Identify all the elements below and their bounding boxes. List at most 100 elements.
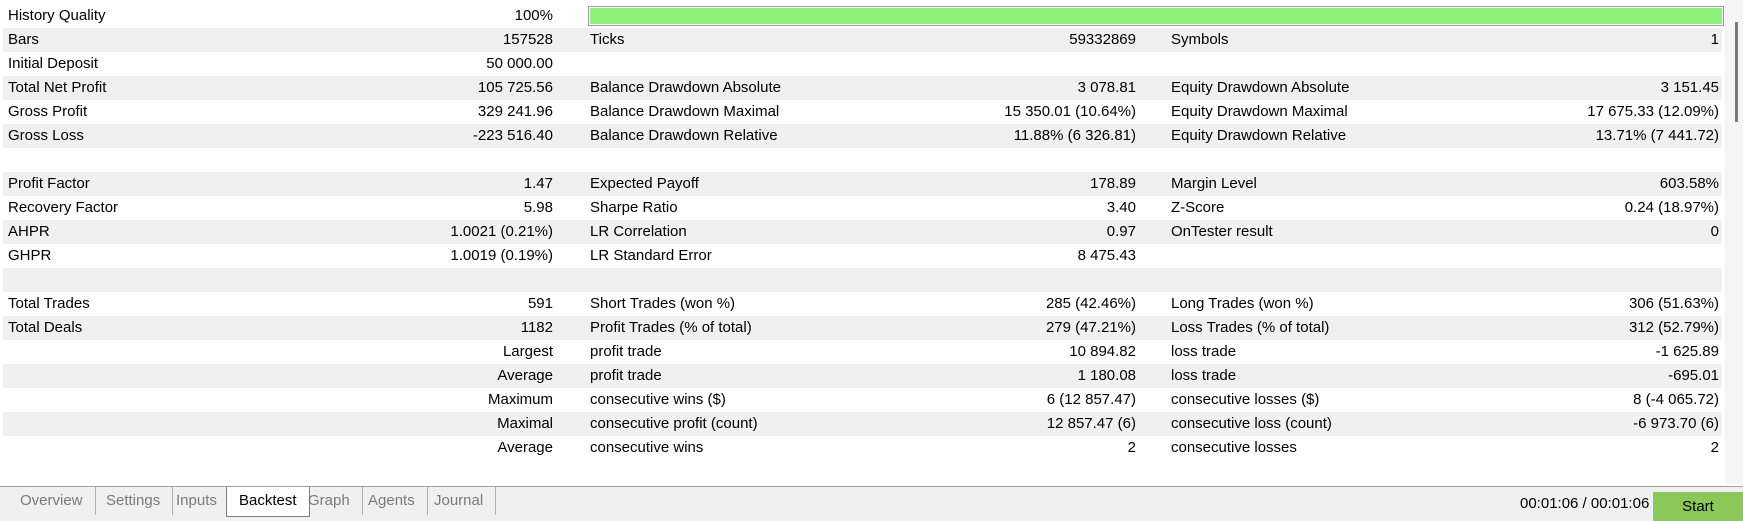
history-quality-bar — [588, 6, 1724, 26]
value: 6 (12 857.47) — [1046, 391, 1136, 408]
report-row: Total Trades 591 Short Trades (won %) 285 (… — [3, 292, 1722, 316]
tab[interactable]: Settings — [94, 487, 174, 515]
report-row: Largest profit trade 10 894.82 loss trade -1… — [3, 340, 1722, 364]
report-row: AHPR 1.0021 (0.21%) LR Correlation 0.97 OnTe… — [3, 220, 1722, 244]
value: 3 151.45 — [1660, 79, 1719, 96]
report-row — [3, 148, 1722, 172]
label: Balance Drawdown Relative — [590, 127, 778, 144]
value: 1 — [1710, 31, 1719, 48]
tab[interactable]: Backtest — [226, 487, 310, 517]
value: 1 180.08 — [1077, 367, 1136, 384]
label: consecutive losses — [1171, 439, 1297, 456]
value: 279 (47.21%) — [1045, 319, 1136, 336]
label: Initial Deposit — [8, 55, 99, 72]
label: Total Deals — [8, 319, 83, 336]
value: 100% — [514, 7, 553, 24]
value: 59332869 — [1069, 31, 1136, 48]
value: 2 — [1127, 439, 1136, 456]
value: 0.24 (18.97%) — [1624, 199, 1719, 216]
label: Gross Profit — [8, 103, 88, 120]
label: Ticks — [590, 31, 625, 48]
elapsed-time: 00:01:06 / 00:01:06 — [1520, 495, 1650, 512]
value: 3.40 — [1106, 199, 1136, 216]
report-row: History Quality 100% — [3, 4, 1722, 28]
report-row: Maximal consecutive profit (count) 12 857.… — [3, 412, 1722, 436]
value: 1.0021 (0.21%) — [450, 223, 553, 240]
label: History Quality — [8, 7, 106, 24]
scrollbar[interactable] — [1725, 0, 1743, 485]
tab[interactable]: Journal — [422, 487, 497, 515]
report-row: Gross Loss -223 516.40 Balance Drawdown Re… — [3, 124, 1722, 148]
report-row: Maximum consecutive wins ($) 6 (12 857.47)… — [3, 388, 1722, 412]
label: OnTester result — [1171, 223, 1273, 240]
tab[interactable]: Agents — [356, 487, 428, 515]
label: consecutive loss (count) — [1171, 415, 1332, 432]
label: LR Correlation — [590, 223, 687, 240]
value: -6 973.70 (6) — [1633, 415, 1719, 432]
report-row: Gross Profit 329 241.96 Balance Drawdown M… — [3, 100, 1722, 124]
value: -223 516.40 — [472, 127, 553, 144]
value: 1.0019 (0.19%) — [450, 247, 553, 264]
tab-bar: 00:01:06 / 00:01:06 Start Overview Settin… — [0, 486, 1743, 521]
value: 157528 — [502, 31, 553, 48]
label: consecutive losses ($) — [1171, 391, 1320, 408]
value: 312 (52.79%) — [1628, 319, 1719, 336]
value: 0.97 — [1106, 223, 1136, 240]
value: 8 475.43 — [1077, 247, 1136, 264]
label: profit trade — [590, 367, 662, 384]
label: consecutive wins ($) — [590, 391, 726, 408]
label: Balance Drawdown Absolute — [590, 79, 781, 96]
value: Largest — [502, 343, 553, 360]
value: 329 241.96 — [477, 103, 553, 120]
tab[interactable]: Graph — [296, 487, 363, 515]
report-row: Recovery Factor 5.98 Sharpe Ratio 3.40 Z-Sco… — [3, 196, 1722, 220]
label: LR Standard Error — [590, 247, 712, 264]
value: -695.01 — [1668, 367, 1719, 384]
value: 12 857.47 (6) — [1046, 415, 1136, 432]
label: consecutive profit (count) — [590, 415, 758, 432]
label: Profit Trades (% of total) — [590, 319, 752, 336]
label: Z-Score — [1171, 199, 1225, 216]
value: 1182 — [520, 319, 553, 336]
tab[interactable]: Inputs — [164, 487, 230, 515]
label: Balance Drawdown Maximal — [590, 103, 780, 120]
label: Symbols — [1171, 31, 1229, 48]
value: 1.47 — [523, 175, 553, 192]
report-row: GHPR 1.0019 (0.19%) LR Standard Error 8 475… — [3, 244, 1722, 268]
value: 285 (42.46%) — [1045, 295, 1136, 312]
value: 105 725.56 — [477, 79, 553, 96]
value: Average — [497, 367, 553, 384]
label: Total Net Profit — [8, 79, 107, 96]
value: 17 675.33 (12.09%) — [1587, 103, 1719, 120]
value: 8 (-4 065.72) — [1633, 391, 1719, 408]
report-row — [3, 268, 1722, 292]
value: 11.88% (6 326.81) — [1013, 127, 1136, 144]
label: GHPR — [8, 247, 52, 264]
label: loss trade — [1171, 343, 1237, 360]
report-row: Average consecutive wins 2 consecutive loss… — [3, 436, 1722, 460]
report-row: Initial Deposit 50 000.00 — [3, 52, 1722, 76]
value: 50 000.00 — [486, 55, 553, 72]
value: 2 — [1710, 439, 1719, 456]
value: 603.58% — [1659, 175, 1719, 192]
label: Profit Factor — [8, 175, 90, 192]
value: 591 — [527, 295, 553, 312]
value: 5.98 — [523, 199, 553, 216]
label: consecutive wins — [590, 439, 704, 456]
report-row: Total Deals 1182 Profit Trades (% of total… — [3, 316, 1722, 340]
label: AHPR — [8, 223, 50, 240]
report-row: Total Net Profit 105 725.56 Balance Drawdo… — [3, 76, 1722, 100]
label: Equity Drawdown Absolute — [1171, 79, 1350, 96]
label: Short Trades (won %) — [590, 295, 736, 312]
tab[interactable]: Overview — [8, 487, 96, 515]
label: profit trade — [590, 343, 662, 360]
start-button[interactable]: Start — [1653, 492, 1743, 521]
value: 3 078.81 — [1077, 79, 1136, 96]
label: Loss Trades (% of total) — [1171, 319, 1330, 336]
scroll-thumb[interactable] — [1735, 22, 1738, 122]
value: 10 894.82 — [1069, 343, 1136, 360]
value: Average — [497, 439, 553, 456]
value: 306 (51.63%) — [1628, 295, 1719, 312]
label: Equity Drawdown Maximal — [1171, 103, 1348, 120]
